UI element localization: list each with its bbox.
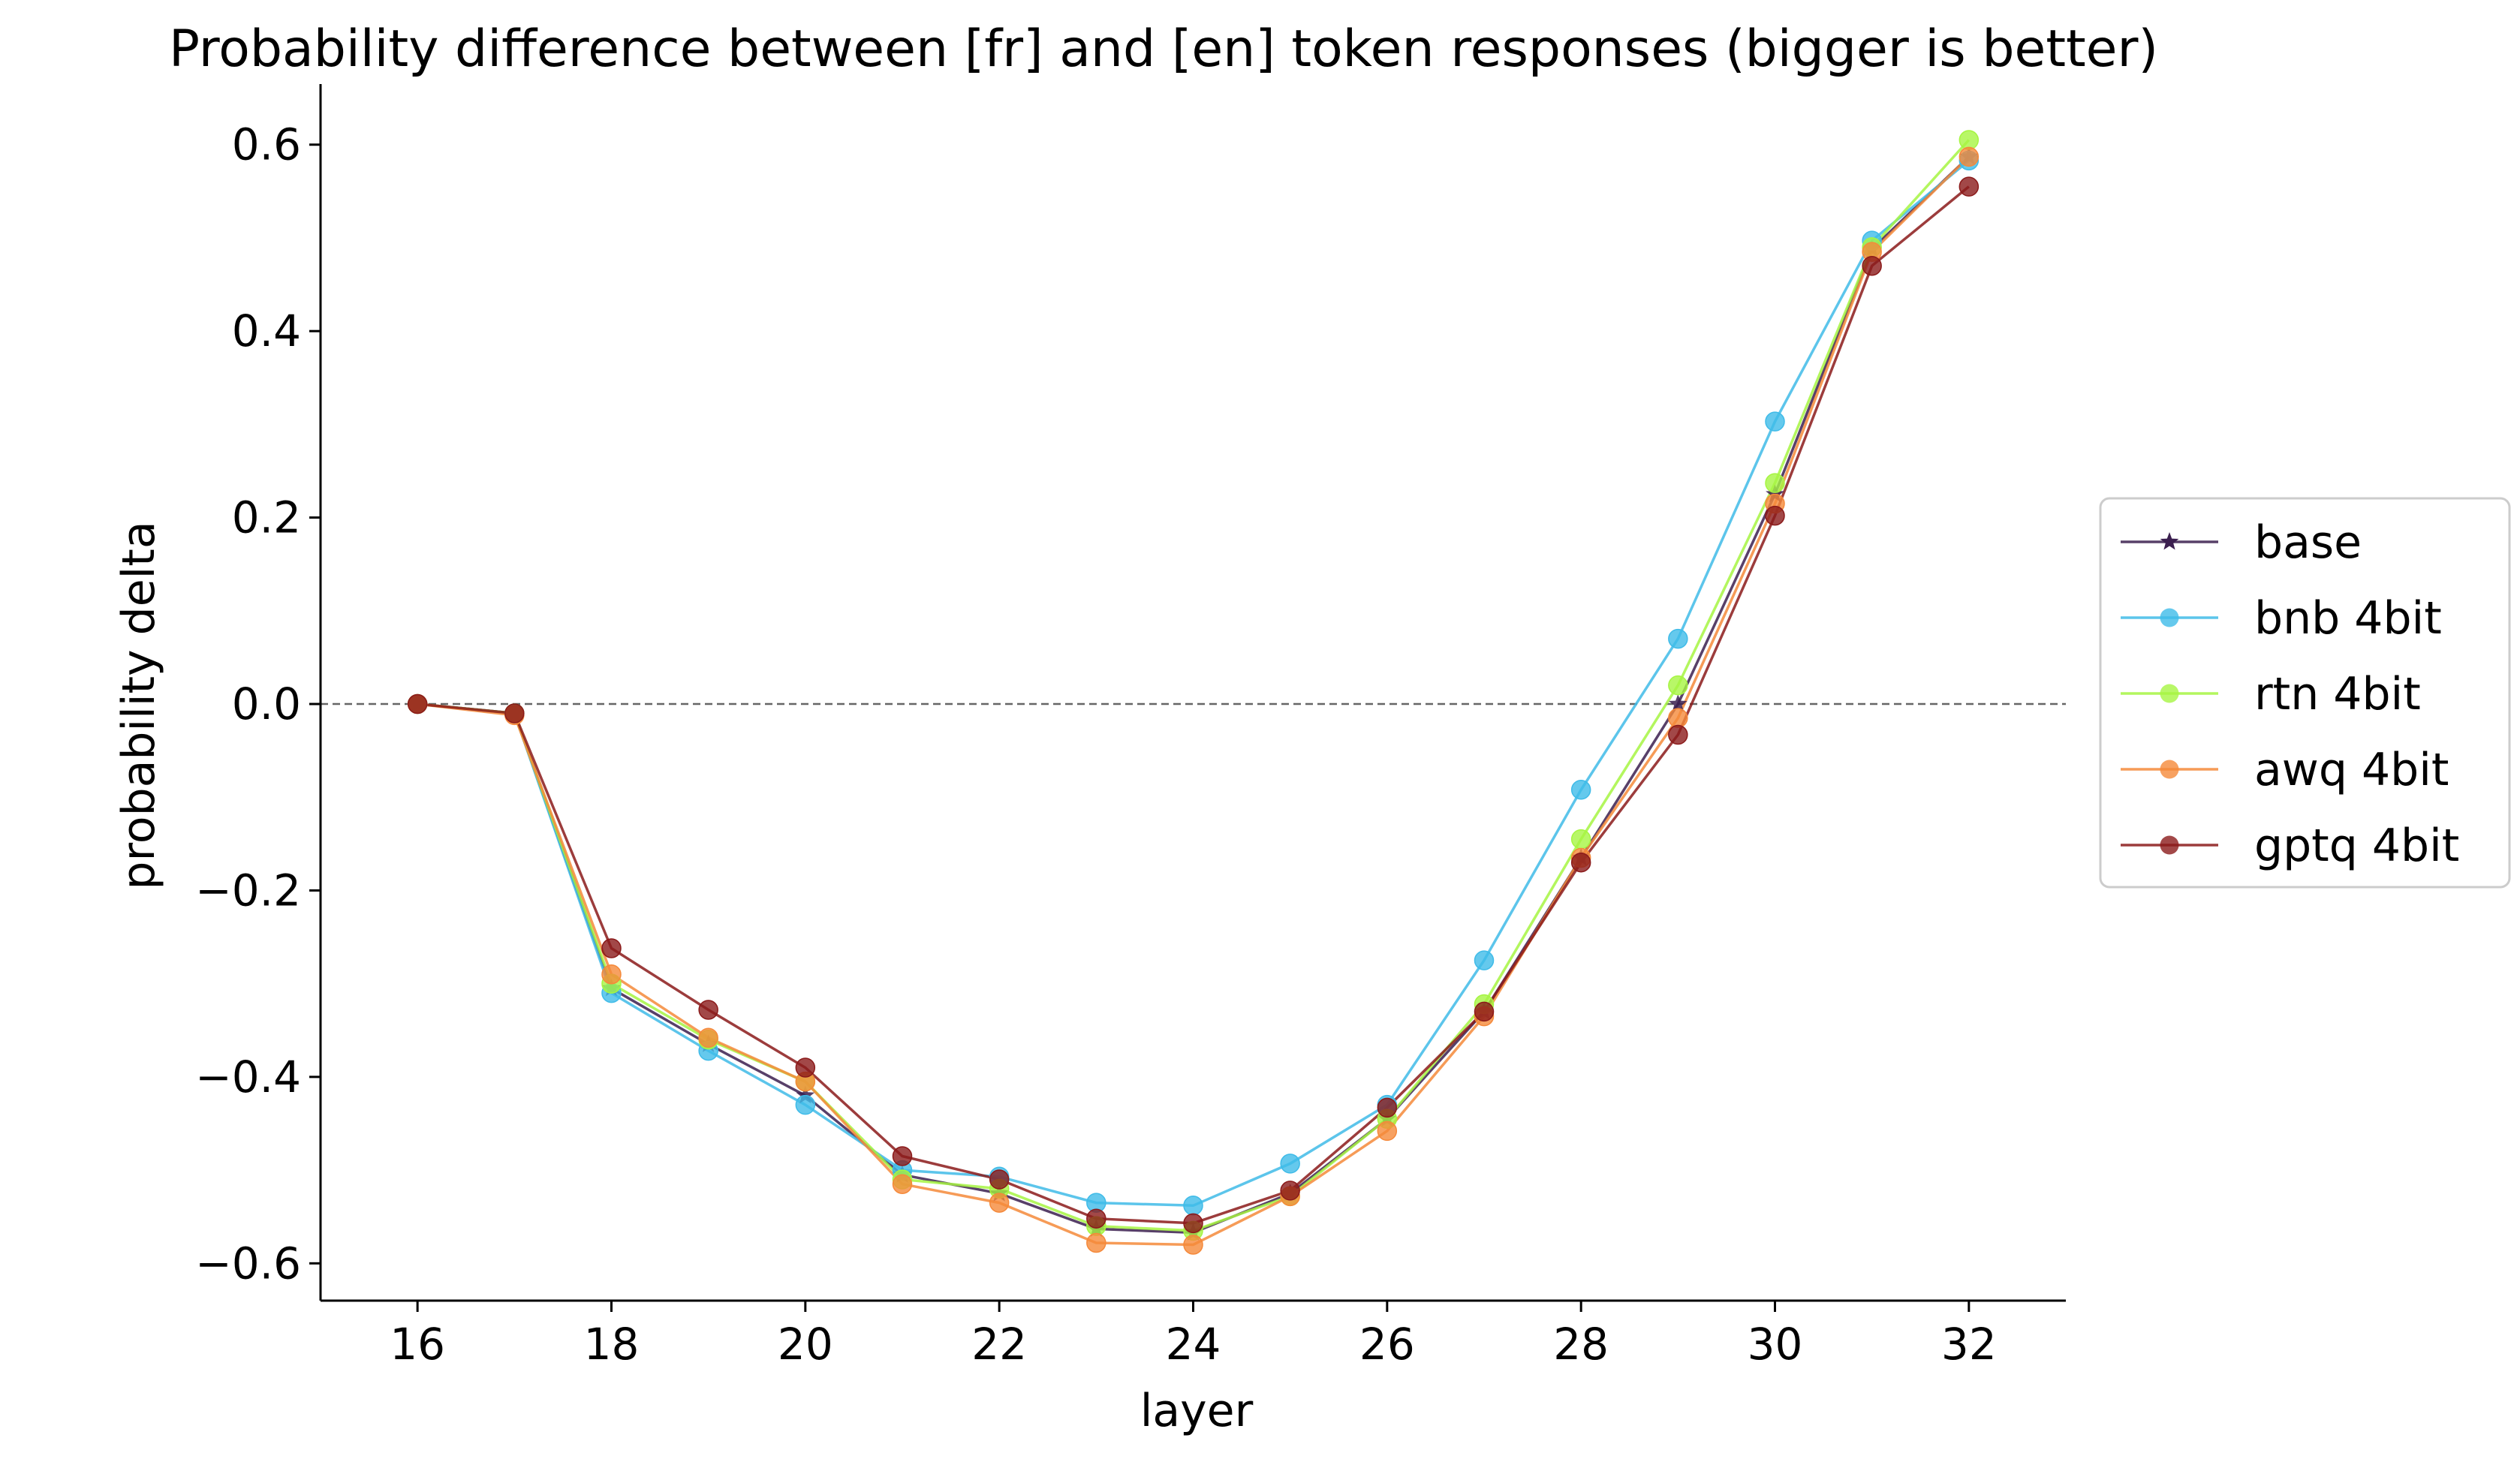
data-point-awq-4bit [1377,1121,1398,1142]
legend-marker-gptq-4bit [2160,835,2179,855]
data-point-gptq-4bit [407,693,428,714]
x-tick-label: 22 [971,1319,1027,1370]
data-point-gptq-4bit [892,1146,913,1166]
data-point-awq-4bit [601,964,622,985]
legend-frame [2099,497,2511,889]
legend-entries: base bnb 4bit rtn 4bit awq 4bit gptq 4bit [2121,516,2459,872]
chart-title: Probability difference between [fr] and … [169,20,2158,79]
data-point-gptq-4bit [1668,724,1688,745]
data-point-gptq-4bit [1086,1208,1106,1229]
y-axis-label: probability delta [113,521,165,889]
data-point-gptq-4bit [1570,852,1591,873]
data-point-awq-4bit [1183,1235,1203,1255]
data-point-bnb-4bit [1280,1154,1300,1174]
legend-marker-rtn-4bit [2160,684,2179,703]
series-markers [407,130,1980,1255]
legend-label-rtn-4bit: rtn 4bit [2254,668,2421,720]
x-tick-label: 32 [1941,1319,1997,1370]
data-point-awq-4bit [1958,146,1980,167]
data-point-rtn-4bit [1668,675,1688,696]
data-point-gptq-4bit [1183,1213,1203,1234]
series-line-awq-4bit [417,155,1971,1247]
data-point-awq-4bit [989,1193,1010,1213]
data-point-base [1766,484,1784,503]
data-point-awq-4bit [698,1027,718,1048]
data-point-awq-4bit [1668,708,1688,728]
data-point-gptq-4bit [1280,1181,1300,1201]
y-tick-label: −0.6 [195,1238,301,1289]
legend-label-base: base [2254,516,2362,569]
series-line-bnb-4bit [417,159,1970,1208]
series-line-rtn-4bit [417,139,1971,1232]
data-point-gptq-4bit [1958,176,1980,197]
data-point-bnb-4bit [795,1094,816,1115]
data-point-rtn-4bit [1958,130,1980,150]
legend-marker-awq-4bit [2160,760,2179,779]
data-point-bnb-4bit [1765,411,1785,432]
data-point-awq-4bit [1086,1232,1106,1253]
data-point-gptq-4bit [795,1057,816,1078]
x-tick-label: 18 [584,1319,640,1370]
data-point-gptq-4bit [1862,255,1882,276]
x-tick-label: 16 [390,1319,445,1370]
data-point-gptq-4bit [1474,1001,1495,1022]
x-tick-label: 20 [778,1319,833,1370]
y-tick-label: 0.4 [232,305,301,356]
data-point-gptq-4bit [601,938,622,958]
data-point-bnb-4bit [1474,950,1495,970]
y-tick-label: −0.4 [195,1051,301,1103]
legend-marker-bnb-4bit [2160,608,2179,627]
legend-marker-base [2160,532,2179,550]
legend-label-gptq-4bit: gptq 4bit [2254,820,2459,872]
x-tick-label: 24 [1166,1319,1221,1370]
y-tick-label: 0.6 [232,119,301,170]
data-point-gptq-4bit [504,703,525,723]
plot-area [321,130,2066,1255]
data-point-bnb-4bit [1183,1196,1203,1216]
y-tick-label: −0.2 [195,865,301,916]
data-point-rtn-4bit [1570,829,1591,850]
x-axis-ticks: 16 18 20 22 24 26 28 30 32 [390,1301,1997,1370]
data-point-gptq-4bit [1377,1097,1398,1118]
data-point-gptq-4bit [1765,505,1785,526]
data-point-rtn-4bit [1765,473,1785,493]
data-point-base [1669,694,1688,712]
x-axis-label: layer [1140,1385,1254,1437]
data-point-gptq-4bit [989,1169,1010,1190]
legend: base bnb 4bit rtn 4bit awq 4bit gptq 4bit [2099,497,2511,889]
data-point-awq-4bit [892,1174,913,1194]
data-point-bnb-4bit [1668,628,1688,649]
legend-label-bnb-4bit: bnb 4bit [2254,592,2442,645]
y-tick-label: 0.2 [232,492,301,543]
x-tick-label: 26 [1359,1319,1415,1370]
series-line-base [417,155,1971,1235]
data-point-gptq-4bit [698,1000,718,1020]
data-point-bnb-4bit [1570,780,1591,800]
y-tick-label: 0.0 [232,678,301,730]
x-tick-label: 30 [1748,1319,1803,1370]
data-point-base [796,1085,815,1104]
series-lines [417,139,1971,1247]
y-axis-ticks: −0.6 −0.4 −0.2 0.0 0.2 0.4 0.6 [195,119,321,1289]
legend-label-awq-4bit: awq 4bit [2254,744,2449,796]
x-tick-label: 28 [1553,1319,1609,1370]
